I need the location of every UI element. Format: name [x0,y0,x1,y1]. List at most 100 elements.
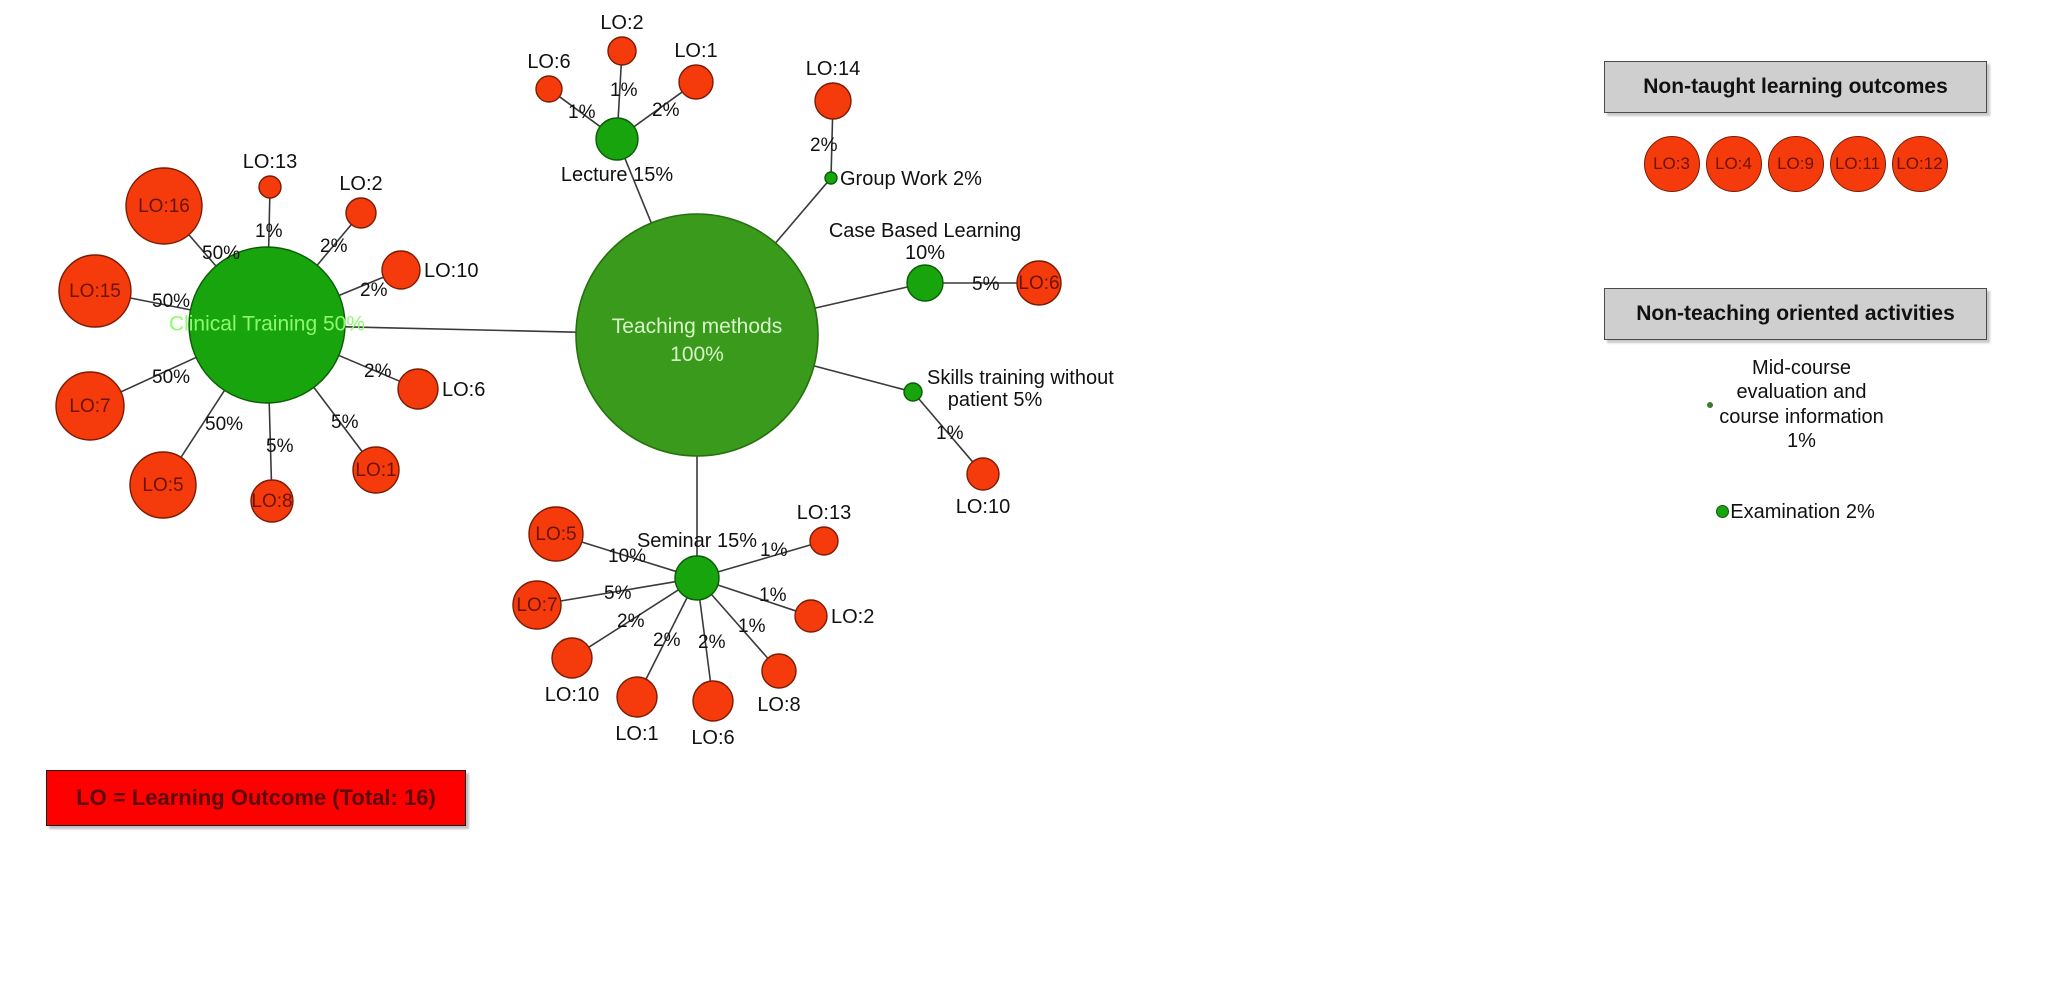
node-outcome-lo7-seminar[interactable] [512,580,562,630]
node-outcome-lo8-clinical[interactable] [250,479,294,523]
activity-row-0: Mid-course evaluation and course informati… [1604,356,1987,454]
method-label-case: Case Based Learning [829,220,1021,242]
node-outcome-lo15-clinical[interactable] [58,254,132,328]
edge-clinical-to-outcome-4 [268,402,273,481]
edge-seminar-to-outcome-18 [588,589,679,648]
edge-root-to-groupwork [774,182,828,244]
method-label-skills: Skills training without [927,367,1114,389]
node-teaching-methods-root[interactable] [575,213,819,457]
outcome-label-7: LO:10 [424,260,478,282]
outcome-label-8: LO:2 [339,173,382,195]
outcome-label-1: LO:15 [69,281,121,302]
node-outcome-lo5-clinical[interactable] [129,451,197,519]
edge-root-to-clinical [344,326,577,333]
edge-percent-9: 1% [255,221,283,242]
edge-percent-13: 2% [810,135,838,156]
activity-label-1: Examination 2% [1730,500,1875,523]
non-taught-bubble-lo12[interactable]: LO:12 [1891,136,1948,192]
edge-clinical-to-outcome-9 [267,197,271,248]
method-label-groupwork: Group Work 2% [840,168,982,190]
edge-root-to-lecture [624,158,653,224]
edge-seminar-to-outcome-21 [710,593,769,659]
edge-seminar-to-outcome-22 [717,584,797,612]
node-outcome-lo13-clinical[interactable] [258,175,282,199]
nodes-layer [55,36,1062,722]
node-outcome-lo5-seminar[interactable] [528,506,584,562]
node-outcome-lo6-case[interactable] [1016,260,1062,306]
edge-percent-14: 5% [972,274,1000,295]
outcome-label-18: LO:10 [545,684,599,706]
edge-root-to-case [814,286,908,309]
edge-clinical-to-outcome-7 [338,276,384,297]
learning-outcome-key: LO = Learning Outcome (Total: 16) [46,770,466,826]
outcome-label-6: LO:6 [442,379,485,401]
edge-clinical-to-outcome-8 [316,223,352,266]
node-outcome-lo10-clinical[interactable] [381,250,421,290]
node-method-case[interactable] [906,264,944,302]
edge-percent-17: 5% [604,583,632,604]
node-outcome-lo13-seminar[interactable] [809,526,839,556]
node-outcome-lo7-clinical[interactable] [55,371,125,441]
node-outcome-lo2-clinical[interactable] [345,197,377,229]
node-outcome-lo14-groupwork[interactable] [814,82,852,120]
outcome-label-11: LO:2 [600,12,643,34]
outcome-label-23: LO:13 [797,502,851,524]
activity-row-1: Examination 2% [1604,500,1987,524]
edge-percent-15: 1% [936,423,964,444]
node-outcome-lo6-seminar[interactable] [692,680,734,722]
node-outcome-lo2-lecture[interactable] [607,36,637,66]
edge-percent-22: 1% [759,585,787,606]
edge-percent-16: 10% [608,546,646,567]
outcome-label-2: LO:7 [69,396,110,417]
outcome-label-4: LO:8 [251,491,292,512]
node-outcome-lo1-clinical[interactable] [352,446,400,494]
node-outcome-lo10-skills[interactable] [966,457,1000,491]
edge-percent-6: 2% [364,361,392,382]
node-method-seminar[interactable] [674,555,720,601]
outcome-label-22: LO:2 [831,606,874,628]
non-taught-bubble-lo4[interactable]: LO:4 [1705,136,1762,192]
node-outcome-lo10-seminar[interactable] [551,637,593,679]
edge-percent-1: 50% [152,291,190,312]
outcome-label-21: LO:8 [757,694,800,716]
edge-percent-11: 1% [610,80,638,101]
root-node-value: 100% [670,343,724,366]
node-method-skills[interactable] [903,382,923,402]
tiny-green-dot-icon [1707,401,1714,408]
outcome-label-20: LO:6 [691,727,734,749]
node-outcome-lo1-seminar[interactable] [616,676,658,718]
outcome-label-12: LO:1 [674,40,717,62]
edge-lecture-to-outcome-11 [617,64,623,119]
node-outcome-lo8-seminar[interactable] [761,653,797,689]
edge-clinical-to-outcome-3 [180,389,226,458]
non-taught-bubble-lo9[interactable]: LO:9 [1767,136,1824,192]
edge-clinical-to-outcome-2 [120,356,197,393]
edge-seminar-to-outcome-20 [699,599,712,682]
green-dot-icon [1716,505,1730,519]
edge-seminar-to-outcome-17 [560,580,676,602]
outcome-label-10: LO:6 [527,51,570,73]
outcome-label-0: LO:16 [138,196,190,217]
edge-percent-3: 50% [205,414,243,435]
outcome-label-16: LO:5 [535,524,576,545]
node-method-groupwork[interactable] [824,171,838,185]
edge-percent-2: 50% [152,367,190,388]
edge-percent-7: 2% [360,280,388,301]
node-outcome-lo1-lecture[interactable] [678,64,714,100]
non-taught-bubble-lo3[interactable]: LO:3 [1643,136,1700,192]
method-label-clinical: Clinical Training 50% [169,313,365,336]
edge-percent-10: 1% [568,102,596,123]
node-method-clinical[interactable] [188,246,346,404]
node-outcome-lo6-clinical[interactable] [397,368,439,410]
outcome-label-14: LO:6 [1018,273,1059,294]
node-method-lecture[interactable] [595,117,639,161]
non-taught-bubble-lo11[interactable]: LO:11 [1829,136,1886,192]
edge-percent-23: 1% [760,540,788,561]
node-outcome-lo2-seminar[interactable] [794,599,828,633]
node-outcome-lo16-clinical[interactable] [125,167,203,245]
edge-seminar-to-outcome-19 [645,597,688,680]
node-outcome-lo6-lecture[interactable] [535,75,563,103]
edges-layer [120,64,1017,682]
outcome-label-13: LO:14 [806,58,860,80]
non-taught-outcomes-title: Non-taught learning outcomes [1604,61,1987,113]
